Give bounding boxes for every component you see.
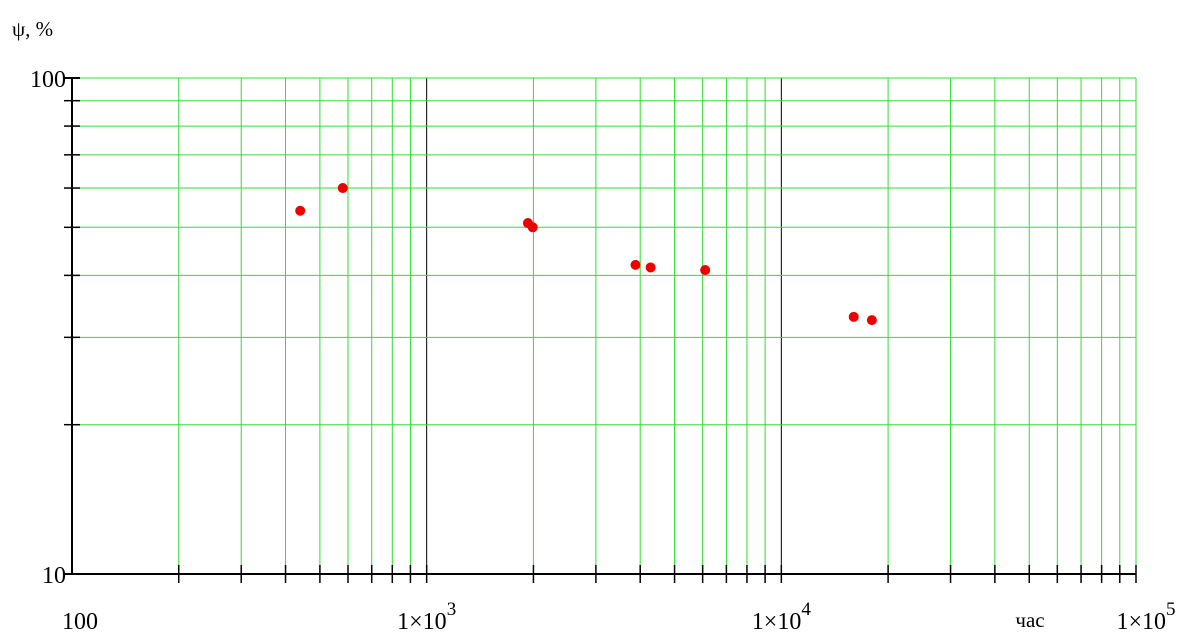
data-points xyxy=(295,183,877,326)
x-tick-label: 1×104 xyxy=(752,599,812,634)
data-point xyxy=(337,183,348,194)
ticks xyxy=(64,77,1137,583)
x-axis-label: час xyxy=(1015,608,1044,632)
data-point xyxy=(630,259,641,270)
y-tick-label: 10 xyxy=(42,563,66,589)
data-point xyxy=(700,265,711,276)
x-tick-label: 1×103 xyxy=(397,599,456,634)
x-tick-label: 100 xyxy=(62,609,98,634)
data-point xyxy=(848,311,859,322)
labels: 100 10 100 1×103 1×104 1×105 ψ, % час xyxy=(12,17,1176,634)
x-tick-label: 1×105 xyxy=(1116,599,1175,634)
data-point xyxy=(645,262,656,273)
data-point xyxy=(866,315,877,326)
axes xyxy=(71,77,1137,575)
data-point xyxy=(295,205,306,216)
grid xyxy=(72,78,1136,574)
y-tick-label: 100 xyxy=(30,67,66,93)
y-axis-label: ψ, % xyxy=(12,17,53,41)
data-point xyxy=(527,222,538,233)
